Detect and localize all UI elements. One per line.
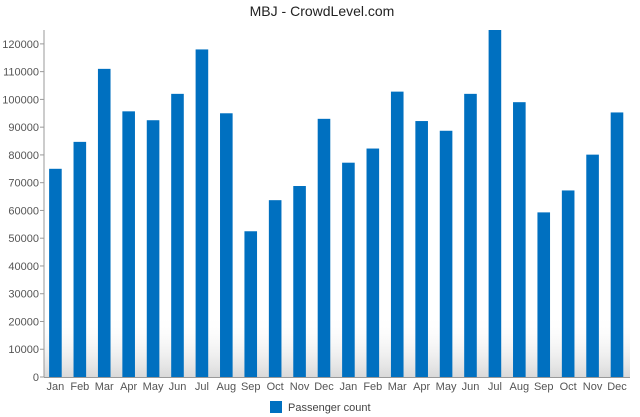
x-tick-label: Mar [95, 381, 114, 393]
x-tick-label: Jan [47, 381, 65, 393]
x-tick-label: Oct [267, 381, 284, 393]
bar [390, 91, 404, 377]
bar [537, 212, 551, 377]
x-tick-label: Jul [195, 381, 209, 393]
x-tick-label: Apr [413, 381, 430, 393]
y-tick-label: 30000 [8, 289, 39, 301]
bar [488, 30, 502, 377]
bar [268, 200, 282, 377]
bar [317, 118, 331, 377]
x-tick-label: May [143, 381, 164, 393]
x-tick-label: Oct [560, 381, 577, 393]
y-tick-label: 60000 [8, 205, 39, 217]
y-tick-label: 100000 [2, 94, 39, 106]
x-tick-label: Sep [241, 381, 261, 393]
y-tick-label: 10000 [8, 344, 39, 356]
y-tick-label: 80000 [8, 150, 39, 162]
y-tick-label: 120000 [2, 39, 39, 51]
chart-title: MBJ - CrowdLevel.com [250, 3, 395, 19]
y-tick-label: 50000 [8, 233, 39, 245]
bar [73, 141, 87, 377]
x-tick-label: Apr [120, 381, 137, 393]
x-tick-label: Aug [510, 381, 530, 393]
bar [586, 154, 599, 377]
y-tick-label: 110000 [3, 67, 39, 79]
legend-label: Passenger count [288, 402, 371, 414]
bar [610, 112, 624, 377]
bar [513, 102, 526, 378]
bar [171, 93, 184, 377]
y-tick-label: 0 [33, 372, 39, 384]
y-axis: 0 10000 20000 30000 40000 50000 60000 70000 8000… [2, 39, 44, 384]
x-tick-label: Dec [314, 381, 334, 393]
plot-floor-shade [44, 315, 630, 377]
x-axis: Jan Feb Mar Apr May Jun Jul Aug Sep Oct Nov Dec Jan F… [47, 381, 628, 393]
x-tick-label: Mar [388, 381, 407, 393]
bar [439, 130, 453, 377]
x-tick-label: Jun [462, 381, 480, 393]
bar [122, 111, 135, 377]
x-tick-label: Jul [488, 381, 502, 393]
bar [415, 121, 428, 377]
legend-swatch [270, 401, 282, 413]
bar [146, 120, 160, 377]
x-tick-label: Feb [70, 381, 89, 393]
bar [97, 68, 111, 378]
x-tick-label: Aug [217, 381, 237, 393]
x-tick-label: Feb [363, 381, 382, 393]
bar [244, 231, 258, 377]
bar [561, 190, 575, 377]
x-tick-label: Nov [290, 381, 310, 393]
x-tick-label: Jun [169, 381, 187, 393]
y-tick-label: 90000 [8, 122, 39, 134]
bar [220, 113, 233, 377]
x-tick-label: Jan [340, 381, 358, 393]
bar [49, 168, 62, 377]
bar [293, 186, 306, 377]
bar [464, 93, 477, 377]
bar [195, 49, 209, 378]
bar-series [49, 30, 624, 378]
y-tick-label: 40000 [8, 261, 39, 273]
y-tick-label: 20000 [8, 316, 39, 328]
y-tick-label: 70000 [8, 178, 39, 190]
x-tick-label: May [436, 381, 457, 393]
bar [342, 162, 355, 377]
x-tick-label: Nov [583, 381, 603, 393]
bar [366, 148, 380, 377]
x-tick-label: Sep [534, 381, 554, 393]
x-tick-label: Dec [607, 381, 627, 393]
